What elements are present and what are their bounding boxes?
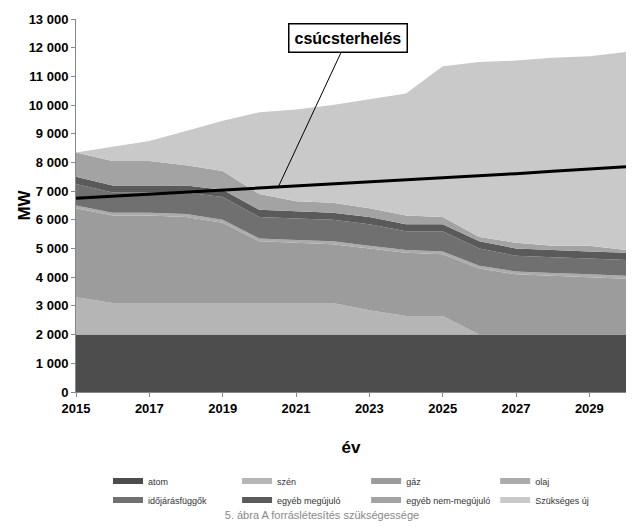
svg-text:2015: 2015 [62, 401, 91, 416]
svg-text:0: 0 [61, 385, 68, 400]
svg-text:1 000: 1 000 [36, 356, 69, 371]
svg-text:egyéb megújuló: egyéb megújuló [277, 496, 341, 506]
svg-text:8 000: 8 000 [36, 155, 69, 170]
svg-text:3 000: 3 000 [36, 298, 69, 313]
svg-text:Szükséges új: Szükséges új [535, 496, 589, 506]
svg-text:egyéb nem-megújuló: egyéb nem-megújuló [406, 496, 490, 506]
svg-text:2027: 2027 [502, 401, 531, 416]
svg-text:4 000: 4 000 [36, 270, 69, 285]
svg-text:szén: szén [277, 477, 296, 487]
svg-text:atom: atom [148, 477, 168, 487]
svg-text:csúcsterhelés: csúcsterhelés [295, 30, 402, 47]
svg-text:év: év [342, 438, 361, 457]
svg-text:5. ábra A forráslétesítés szük: 5. ábra A forráslétesítés szükségessége [225, 509, 419, 521]
svg-text:2017: 2017 [135, 401, 164, 416]
svg-text:gáz: gáz [406, 477, 421, 487]
svg-text:2 000: 2 000 [36, 327, 69, 342]
svg-text:6 000: 6 000 [36, 212, 69, 227]
svg-text:MW: MW [15, 189, 34, 220]
svg-text:12 000: 12 000 [29, 40, 69, 55]
svg-text:13 000: 13 000 [29, 12, 69, 27]
svg-text:5 000: 5 000 [36, 241, 69, 256]
svg-text:11 000: 11 000 [29, 69, 68, 84]
svg-text:2023: 2023 [355, 401, 384, 416]
svg-text:olaj: olaj [535, 477, 549, 487]
svg-text:2019: 2019 [208, 401, 237, 416]
svg-text:9 000: 9 000 [36, 126, 69, 141]
svg-text:7 000: 7 000 [36, 184, 69, 199]
svg-text:2029: 2029 [575, 401, 604, 416]
svg-text:2021: 2021 [282, 401, 311, 416]
svg-text:időjárásfüggők: időjárásfüggők [148, 496, 207, 506]
svg-text:10 000: 10 000 [29, 98, 69, 113]
svg-text:2025: 2025 [428, 401, 457, 416]
